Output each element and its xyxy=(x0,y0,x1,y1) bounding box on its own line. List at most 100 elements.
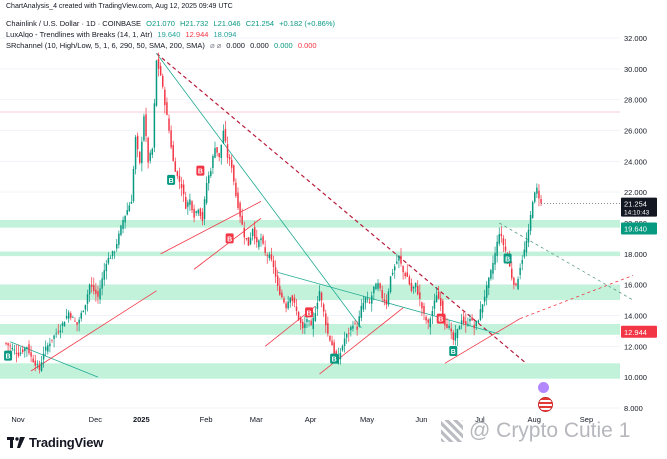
candle-body xyxy=(120,225,122,235)
legend-indicator-2[interactable]: SRchannel (10, High/Low, 5, 1, 6, 290, 5… xyxy=(6,41,317,50)
candle-body xyxy=(151,148,154,155)
break-label-bg xyxy=(305,307,314,318)
time-tick-label: May xyxy=(360,415,374,424)
candle xyxy=(362,295,365,312)
candle-body xyxy=(197,209,200,214)
candle-body xyxy=(312,317,314,330)
candle xyxy=(513,276,515,290)
break-label-text: B xyxy=(438,317,443,324)
candle xyxy=(437,286,440,300)
candle-body xyxy=(444,314,446,326)
candle-body xyxy=(375,283,377,290)
candle-body xyxy=(383,299,386,302)
candle xyxy=(429,316,432,335)
candle xyxy=(398,255,400,269)
candle xyxy=(427,318,429,330)
sr-zone xyxy=(0,363,620,379)
break-label: B xyxy=(196,165,205,176)
candle xyxy=(99,280,101,304)
candle xyxy=(51,339,53,343)
candle xyxy=(197,208,200,217)
candle-body xyxy=(212,155,214,169)
candle xyxy=(446,318,448,329)
candle-body xyxy=(130,201,133,204)
candle-body xyxy=(93,285,95,292)
candle-body xyxy=(195,211,197,213)
candle-body xyxy=(406,272,409,277)
candle-body xyxy=(356,326,358,330)
candle-body xyxy=(86,294,89,304)
candle xyxy=(97,285,99,304)
candle-body xyxy=(517,279,519,290)
indicator-1-name: LuxAlgo - Trendlines with Breaks (14, 1,… xyxy=(6,30,153,39)
candle xyxy=(222,124,225,145)
candle-body xyxy=(276,275,279,286)
candle xyxy=(187,199,189,215)
candle-body xyxy=(341,345,344,351)
candle-body xyxy=(475,321,477,327)
candle xyxy=(103,262,105,286)
candle-body xyxy=(343,338,346,347)
candle-body xyxy=(90,284,93,287)
candle xyxy=(490,268,492,281)
candle-body xyxy=(333,342,335,355)
break-label-text: B xyxy=(198,169,203,176)
candle-body xyxy=(51,339,53,341)
candle xyxy=(105,260,108,280)
candle xyxy=(534,191,536,204)
candle-body xyxy=(299,317,302,324)
legend-symbol-row[interactable]: Chainlink / U.S. Dollar · 1D · COINBASE … xyxy=(6,19,335,28)
candle xyxy=(166,97,168,116)
break-label-bg xyxy=(225,233,234,244)
candle-body xyxy=(465,321,467,325)
candle xyxy=(425,315,427,324)
candle xyxy=(5,341,7,346)
candle-body xyxy=(479,309,482,320)
candle xyxy=(235,178,237,198)
break-label-bg xyxy=(4,350,13,361)
candle xyxy=(448,320,450,330)
sr-zone xyxy=(0,219,620,228)
candle-body xyxy=(297,311,300,320)
candle xyxy=(356,321,358,336)
candle xyxy=(460,313,463,330)
candle-body xyxy=(519,267,521,276)
candle-body xyxy=(527,229,530,243)
break-label-bg xyxy=(436,313,445,324)
candle-body xyxy=(61,323,64,326)
candle-body xyxy=(266,255,268,256)
candle-body xyxy=(220,144,223,158)
candle xyxy=(396,253,398,265)
price-tick-label: 12.000 xyxy=(624,342,647,351)
candle-body xyxy=(97,291,99,297)
candle xyxy=(456,328,459,347)
candle-body xyxy=(147,137,149,163)
candle xyxy=(82,310,85,313)
candle xyxy=(128,202,131,212)
candle-body xyxy=(216,147,218,153)
ohlc-high: H21.732 xyxy=(180,19,209,28)
candle-body xyxy=(30,352,32,357)
candle-body xyxy=(199,208,202,216)
legend-indicator-1[interactable]: LuxAlgo - Trendlines with Breaks (14, 1,… xyxy=(6,30,236,39)
candle-body xyxy=(101,278,103,289)
price-tick-label: 30.000 xyxy=(624,65,647,74)
candle-body xyxy=(396,261,398,264)
candle-body xyxy=(103,270,105,280)
candle-body xyxy=(270,254,273,260)
candle-body xyxy=(118,233,120,245)
candle xyxy=(337,347,340,365)
candle-body xyxy=(354,322,356,324)
candle xyxy=(469,314,471,326)
candle-body xyxy=(116,244,118,249)
candle xyxy=(172,140,174,162)
tradingview-brand[interactable]: TradingView xyxy=(7,435,103,450)
candle xyxy=(345,333,348,344)
candle-body xyxy=(34,360,37,366)
candle-body xyxy=(283,298,285,303)
candle-body xyxy=(529,214,532,231)
candle-body xyxy=(243,227,246,238)
candle-body xyxy=(203,199,206,219)
candle-body xyxy=(205,183,208,203)
